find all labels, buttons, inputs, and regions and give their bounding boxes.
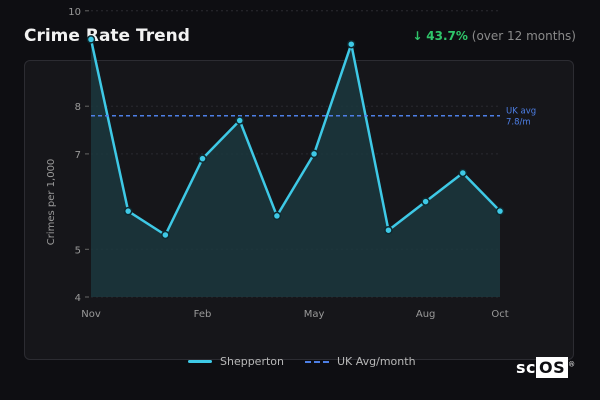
data-point xyxy=(161,230,170,240)
data-point xyxy=(458,168,468,178)
x-axis-ticks: Nov Feb May Aug Oct xyxy=(81,309,508,320)
y-tick-label: 4 xyxy=(75,293,81,304)
brand-logo: sc OS ® xyxy=(516,357,576,378)
legend-label: Shepperton xyxy=(220,355,284,368)
legend-item-shepperton[interactable]: Shepperton xyxy=(188,355,284,368)
y-axis-ticks: 4 5 7 8 10 xyxy=(68,7,89,304)
data-point xyxy=(123,206,133,216)
x-tick-label: Aug xyxy=(416,309,436,320)
x-tick-label: Nov xyxy=(81,309,101,320)
data-point xyxy=(384,225,393,235)
chart-legend: Shepperton UK Avg/month xyxy=(0,355,600,371)
reference-label: UK avg xyxy=(506,107,536,117)
trend-value: 43.7% xyxy=(426,29,468,43)
legend-item-uk-avg[interactable]: UK Avg/month xyxy=(305,355,416,368)
trend-indicator: ↓ 43.7% (over 12 months) xyxy=(412,29,576,43)
data-point xyxy=(235,116,244,125)
y-tick-label: 10 xyxy=(68,7,81,18)
trend-note: (over 12 months) xyxy=(471,29,576,43)
data-point xyxy=(347,39,356,49)
legend-swatch-dashed xyxy=(305,360,329,363)
y-tick-label: 7 xyxy=(75,150,81,161)
y-axis-label: Crimes per 1,000 xyxy=(46,159,57,246)
reference-value-label: 7.8/m xyxy=(506,118,531,128)
data-point xyxy=(421,197,430,206)
x-tick-label: Feb xyxy=(194,309,212,320)
page-title: Crime Rate Trend xyxy=(24,26,190,46)
trend-arrow-icon: ↓ xyxy=(412,29,423,43)
data-point xyxy=(272,211,282,221)
registered-mark: ® xyxy=(568,360,576,369)
y-tick-label: 5 xyxy=(75,245,81,256)
series-line-shepperton xyxy=(89,39,501,237)
legend-swatch-solid xyxy=(188,360,212,363)
legend-label: UK Avg/month xyxy=(337,355,416,368)
logo-text: sc xyxy=(516,358,537,377)
x-tick-label: May xyxy=(304,309,325,320)
data-point xyxy=(495,206,505,216)
series-points xyxy=(86,35,505,240)
y-tick-label: 8 xyxy=(75,102,81,113)
data-point xyxy=(198,154,207,163)
series-area-fill xyxy=(91,39,500,298)
x-tick-label: Oct xyxy=(491,309,508,320)
data-point xyxy=(309,149,319,159)
data-point xyxy=(86,35,96,44)
logo-box-text: OS xyxy=(536,357,569,378)
